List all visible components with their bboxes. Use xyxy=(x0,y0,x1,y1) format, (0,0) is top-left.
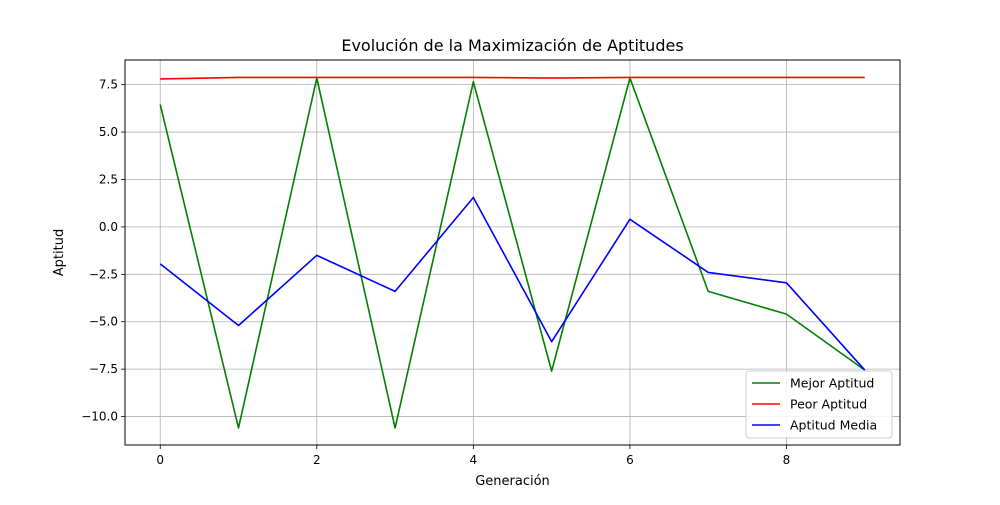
x-tick-label: 8 xyxy=(783,453,791,467)
legend-label-aptitud-media: Aptitud Media xyxy=(790,418,877,433)
x-tick-label: 6 xyxy=(626,453,634,467)
legend: Mejor Aptitud Peor Aptitud Aptitud Media xyxy=(745,370,893,439)
y-tick-label: 7.5 xyxy=(99,78,118,92)
y-axis-title: Aptitud xyxy=(52,229,67,276)
axis-ticks: 0 2 4 6 8 −10.0 −7.5 −5.0 −2.5 0.0 2.5 5.0 7.5 xyxy=(81,78,790,467)
x-axis-title: Generación xyxy=(475,474,550,489)
legend-box xyxy=(745,370,893,439)
legend-label-mejor-aptitud: Mejor Aptitud xyxy=(790,376,874,391)
series-lines xyxy=(159,76,866,429)
y-tick-label: −2.5 xyxy=(89,267,118,281)
series-line-peor-aptitud xyxy=(160,76,865,80)
y-tick-label: 2.5 xyxy=(99,172,118,186)
x-tick-label: 4 xyxy=(470,453,478,467)
x-tick-label: 2 xyxy=(313,453,321,467)
chart-title: Evolución de la Maximización de Aptitude… xyxy=(341,36,683,55)
y-tick-label: 0.0 xyxy=(99,220,118,234)
series-line-aptitud-media xyxy=(159,196,866,371)
y-tick-label: −5.0 xyxy=(89,315,118,329)
y-tick-label: −7.5 xyxy=(89,362,118,376)
series-line-mejor-aptitud xyxy=(159,77,866,429)
y-tick-label: 5.0 xyxy=(99,125,118,139)
x-tick-label: 0 xyxy=(156,453,164,467)
plot-area-frame xyxy=(124,59,901,446)
legend-label-peor-aptitud: Peor Aptitud xyxy=(790,397,867,412)
y-tick-label: −10.0 xyxy=(81,410,118,424)
